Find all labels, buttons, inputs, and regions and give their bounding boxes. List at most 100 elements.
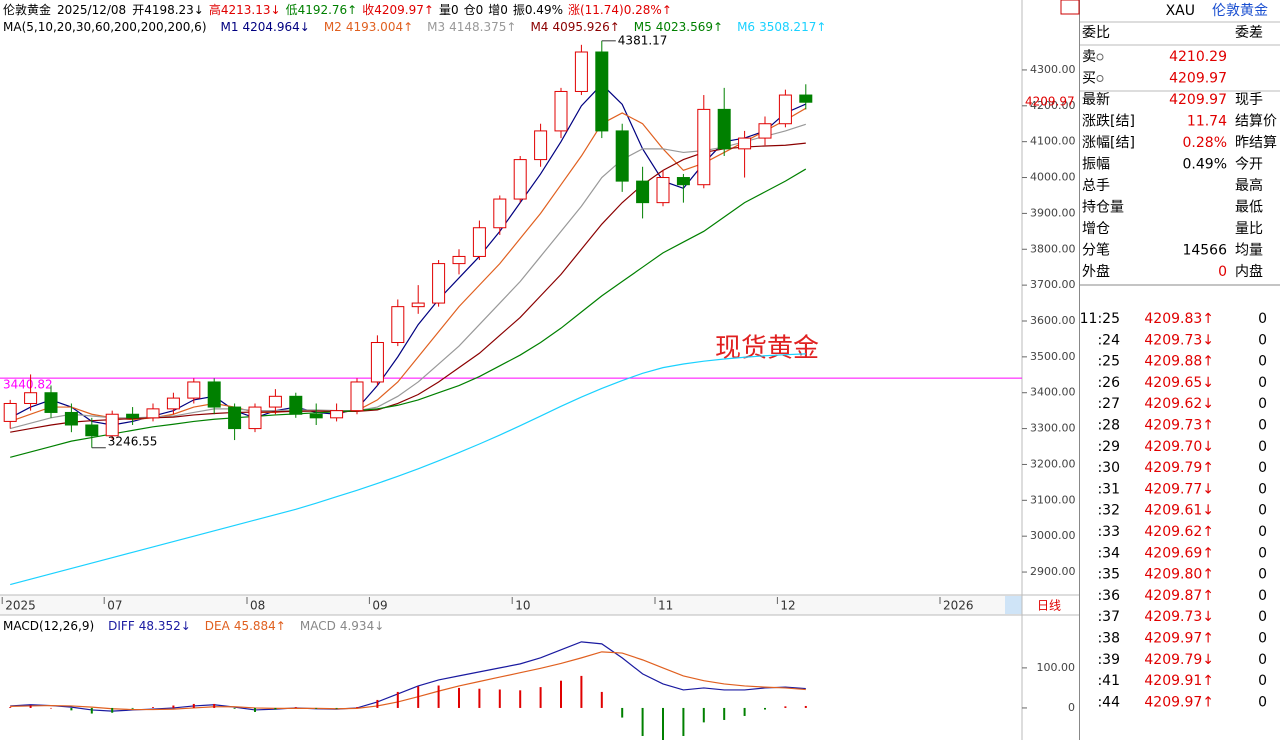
tick-price: 4209.83↑	[1144, 311, 1214, 327]
candle-body	[554, 90, 568, 132]
tick-volume: 0	[1258, 354, 1267, 370]
y-tick-label: 3100.00	[1030, 493, 1076, 506]
row-label: 委比	[1082, 25, 1110, 41]
tick-volume: 0	[1258, 631, 1267, 647]
tick-time: :32	[1097, 503, 1120, 519]
tick-volume: 0	[1258, 311, 1267, 327]
row-right-label: 昨结算	[1235, 135, 1277, 151]
row-right-label: 委差	[1235, 25, 1263, 41]
legend-value: 4204.964↓	[243, 20, 310, 34]
tick-time: :24	[1097, 332, 1120, 348]
ma-legend: MA(5,10,20,30,60,200,200,200,6) M1 4204.96…	[3, 20, 826, 34]
y-tick-label: 4300.00	[1030, 63, 1076, 76]
tick-volume: 0	[1258, 673, 1267, 689]
x-tick-label: 12	[780, 599, 795, 613]
tick-price: 4209.73↓	[1144, 609, 1214, 625]
candle-body	[391, 306, 405, 344]
quote-field: 开4198.23↓	[132, 3, 204, 17]
candle-body	[676, 177, 690, 186]
macd-bar	[539, 687, 542, 708]
macd-bar	[335, 707, 338, 709]
tick-price: 4209.91↑	[1144, 673, 1214, 689]
candle-body	[758, 123, 772, 139]
legend-name: M1	[221, 20, 239, 34]
axis-button[interactable]	[1005, 596, 1022, 614]
period-label[interactable]: 日线	[1037, 599, 1061, 613]
candle-body	[309, 413, 323, 419]
low-label: 3246.55	[108, 434, 158, 448]
tick-price: 4209.73↑	[1144, 418, 1214, 434]
row-icon	[1096, 53, 1104, 61]
candle-body	[595, 51, 609, 132]
row-value: 4209.97	[1169, 71, 1227, 87]
y-tick-label: 2900.00	[1030, 565, 1076, 578]
high-label: 4381.17	[618, 33, 668, 47]
tick-time: :25	[1097, 354, 1120, 370]
candle-body	[799, 94, 813, 103]
macd-bar	[478, 688, 481, 708]
candle-body	[452, 255, 466, 265]
candle-body	[64, 411, 78, 426]
candle-body	[268, 395, 282, 408]
tick-volume: 0	[1258, 481, 1267, 497]
macd-bar	[274, 707, 277, 710]
panel-toggle[interactable]	[1060, 0, 1080, 15]
symbol-name: 伦敦黄金	[1212, 2, 1268, 19]
tick-volume: 0	[1258, 609, 1267, 625]
reference-label: 3440.82	[3, 378, 53, 392]
candle-body	[432, 263, 446, 304]
macd-line	[10, 651, 806, 711]
ma-line	[9, 83, 807, 426]
macd-bar	[90, 707, 93, 714]
legend-name: M4	[530, 20, 548, 34]
macd-bar	[152, 707, 154, 708]
y-tick-label: 4100.00	[1030, 135, 1076, 148]
legend-name: MACD	[300, 619, 336, 633]
quote-field: 增0	[488, 3, 508, 17]
row-label: 卖	[1082, 49, 1096, 65]
macd-bar	[70, 707, 73, 711]
macd-bar	[804, 705, 807, 708]
tick-time: :37	[1097, 609, 1120, 625]
tick-price: 4209.79↓	[1144, 652, 1214, 668]
macd-bar	[723, 707, 726, 720]
candle-body	[656, 177, 670, 204]
macd-bar	[396, 691, 399, 708]
row-label: 振幅	[1082, 157, 1110, 173]
tick-time: :38	[1097, 631, 1120, 647]
date: 2025/12/08	[57, 3, 126, 17]
time-axis-band	[0, 595, 1022, 615]
candle-body	[85, 424, 99, 437]
candle-body	[166, 397, 180, 410]
row-right-label: 内盘	[1235, 263, 1263, 280]
quote-header: 伦敦黄金 2025/12/08 开4198.23↓ 高4213.13↓ 低4192.76…	[3, 2, 672, 17]
legend-name: DIFF	[108, 619, 135, 633]
y-tick-label: 0	[1068, 701, 1075, 714]
macd-bar	[498, 689, 501, 708]
tick-time: :41	[1097, 673, 1120, 689]
macd-bar	[233, 707, 236, 709]
row-right-label: 现手	[1235, 92, 1263, 108]
row-value: 4210.29	[1169, 49, 1227, 65]
legend-value: 48.352↓	[139, 619, 191, 633]
candle-body	[493, 198, 507, 229]
ma-line	[10, 353, 806, 586]
candle-body	[44, 392, 58, 413]
candle-body	[289, 395, 303, 415]
tick-volume: 0	[1258, 439, 1267, 455]
candle-body	[3, 402, 17, 422]
legend-name: M6	[737, 20, 755, 34]
macd-bar	[254, 707, 256, 712]
macd-bar	[315, 707, 318, 709]
candle-body	[574, 51, 588, 92]
y-tick-label: 3800.00	[1030, 242, 1076, 255]
quote-field: 高4213.13↓	[209, 2, 281, 17]
y-tick-label: 3300.00	[1030, 422, 1076, 435]
tick-volume: 0	[1258, 545, 1267, 561]
row-right-label: 最低	[1235, 200, 1263, 216]
macd-bar	[111, 707, 114, 713]
ma-title: MA(5,10,20,30,60,200,200,200,6)	[3, 20, 207, 34]
tick-time: :26	[1097, 375, 1120, 391]
macd-bar	[192, 703, 195, 708]
